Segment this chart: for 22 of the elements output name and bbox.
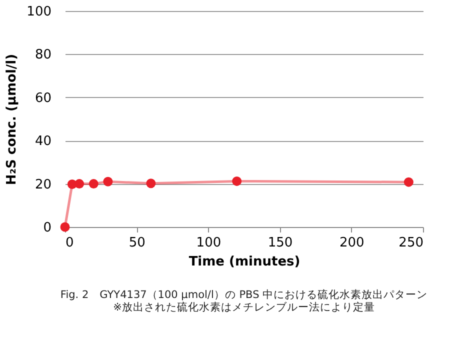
x-tick-label: 50 [128,236,146,250]
x-tick-label: 100 [196,236,222,250]
x-tick-label: 0 [66,236,74,250]
x-tick-label: 250 [398,236,424,250]
y-tick-label: 100 [26,4,52,20]
text: ※放出された硫化水素はメチレンブルー法により定量 [113,300,375,314]
x-tick-label: 150 [268,236,293,250]
y-tick-label: 60 [34,90,52,106]
point [88,179,98,189]
y-axis-title: H₂S conc. (μmol/l) [4,54,20,186]
point [404,177,414,187]
y-tick-label: 0 [43,220,52,236]
x-tick-label: 200 [339,236,364,250]
point [103,176,113,186]
caption: Fig. 2 GYY4137（100 μmol/l）の PBS 中における硫化水素放出パターン [60,288,428,301]
y-tick-label: 80 [34,48,52,63]
point [74,179,84,189]
y-tick-label: 40 [34,134,52,150]
x-axis-title: Time (minutes) [188,254,300,270]
point [232,176,242,186]
y-tick-label: 20 [34,177,52,192]
point [146,178,156,188]
